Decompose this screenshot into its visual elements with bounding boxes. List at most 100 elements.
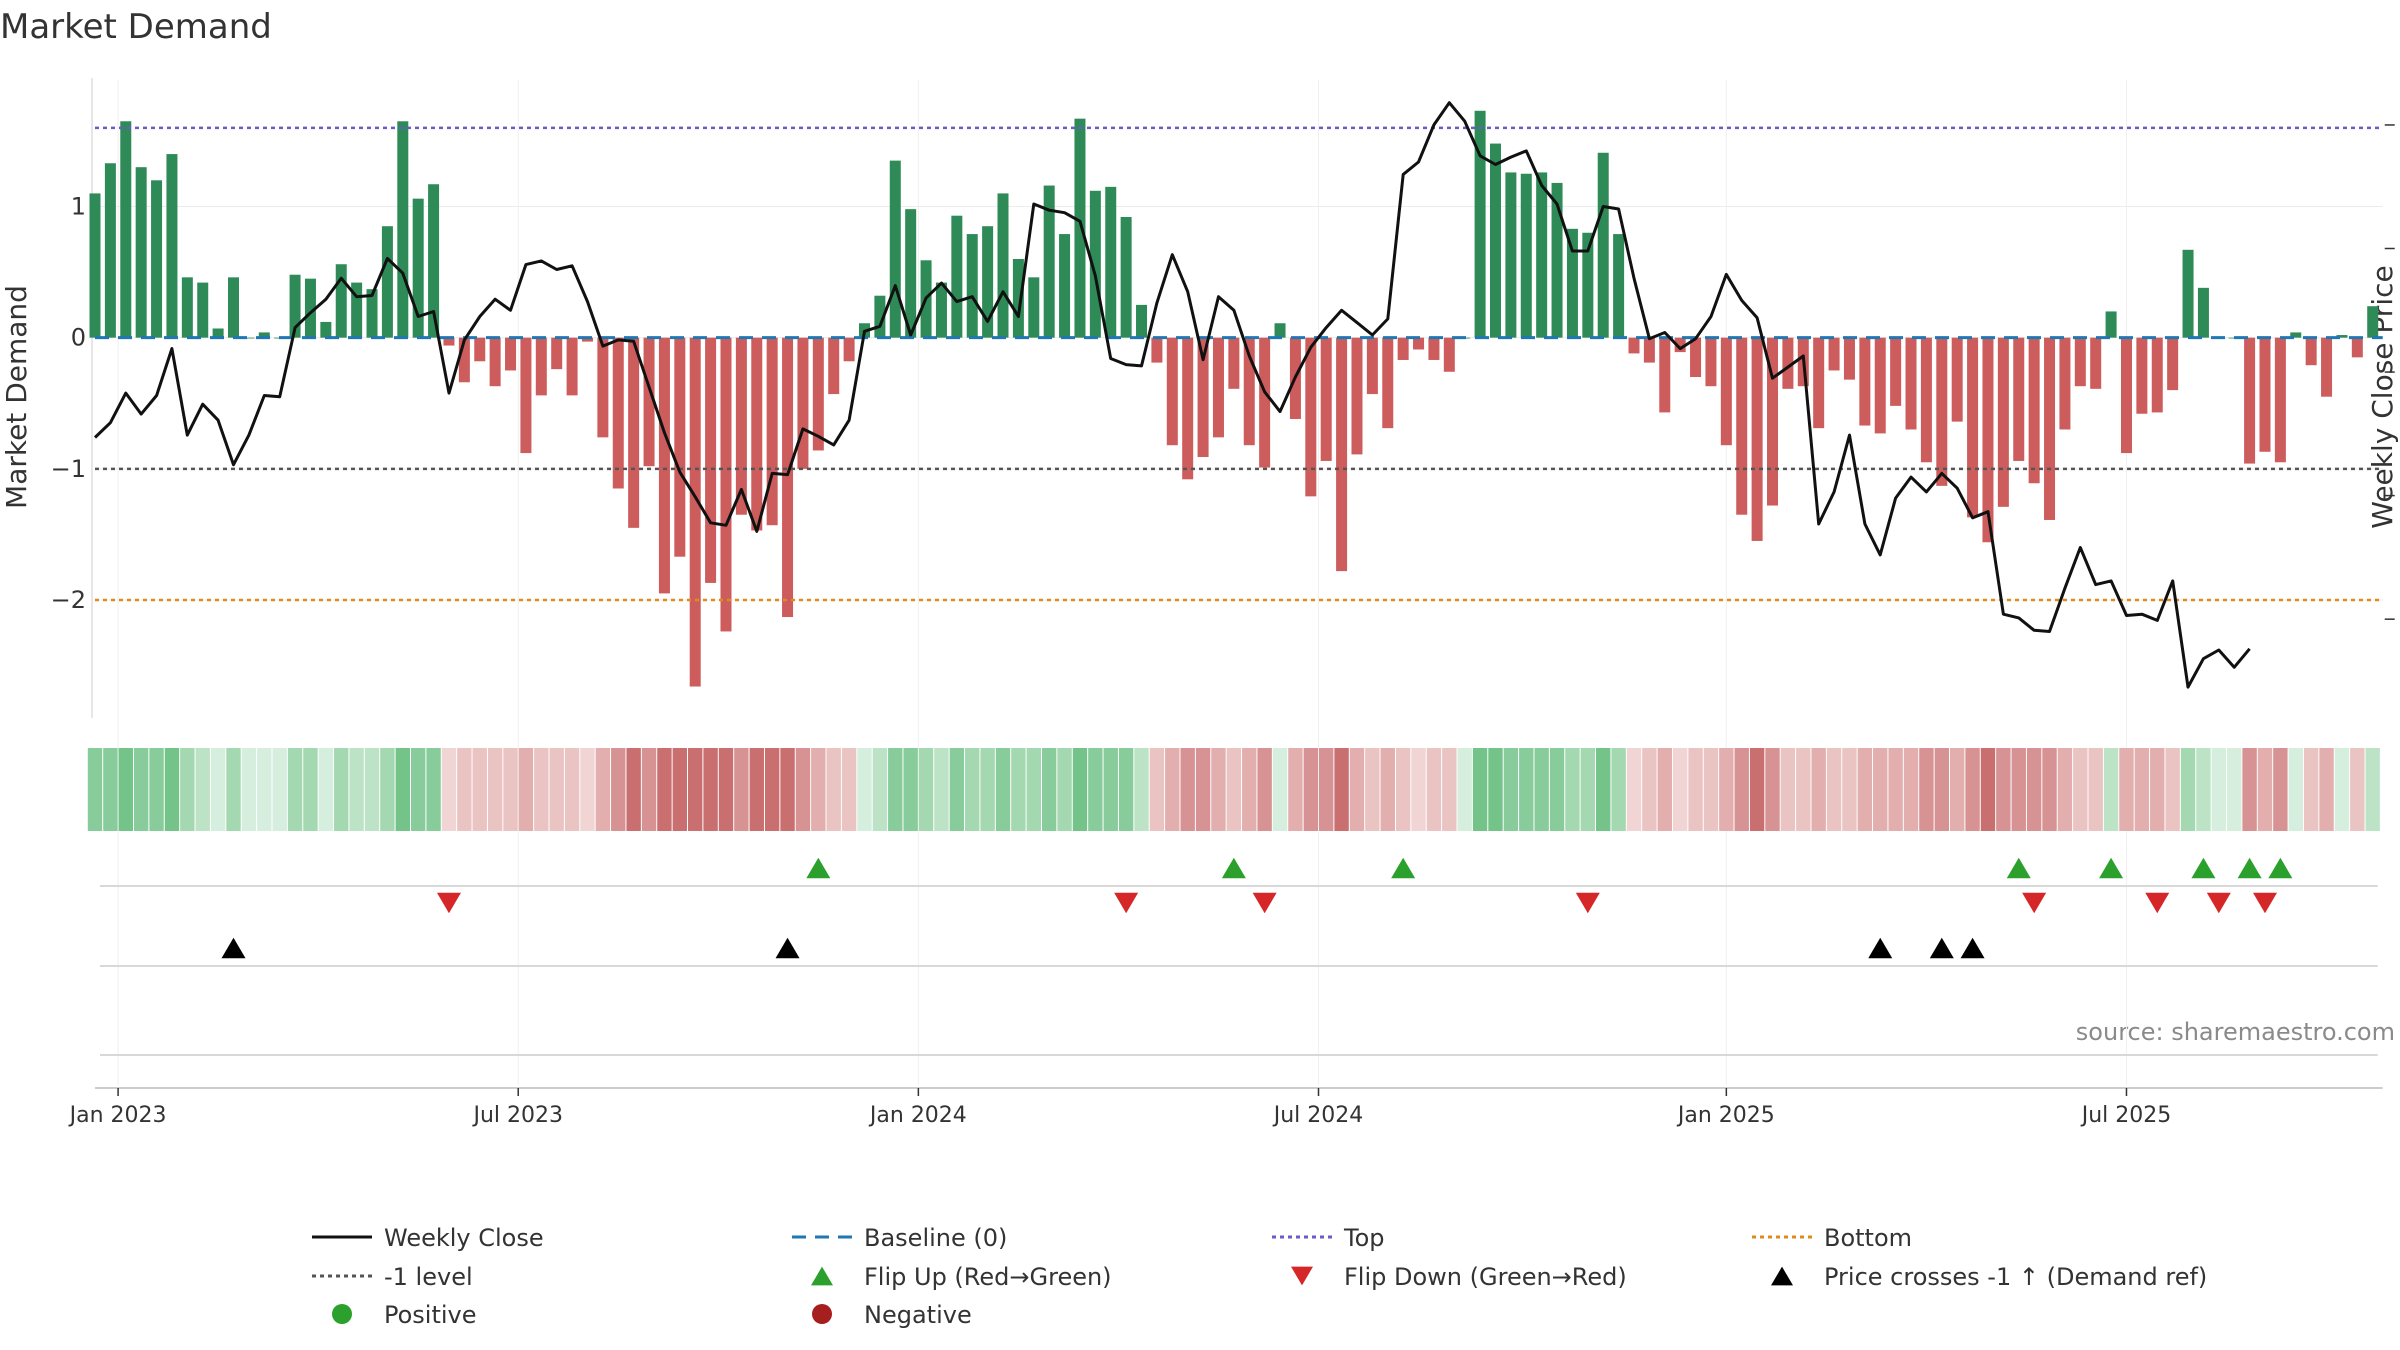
regime-cell (1472, 748, 1488, 831)
regime-cell (1842, 748, 1857, 831)
demand-bar (1182, 337, 1194, 480)
demand-bar (2090, 337, 2102, 389)
regime-cell (287, 748, 303, 831)
regime-cell (1349, 748, 1365, 831)
y-axis-label-left: Market Demand (0, 285, 33, 509)
regime-cell (1719, 748, 1734, 831)
demand-bar (2259, 337, 2271, 452)
regime-cell (2350, 748, 2365, 831)
demand-bar (2244, 337, 2256, 464)
demand-bar (166, 154, 178, 338)
regime-cell (580, 748, 595, 831)
regime-cell (395, 748, 410, 831)
demand-bar (1089, 190, 1101, 338)
regime-cell (2257, 748, 2273, 831)
regime-cell (1334, 748, 1349, 831)
regime-cell (1041, 748, 1057, 831)
legend-item: Flip Down (Green→Red) (1291, 1263, 1627, 1291)
legend: Weekly Close Baseline (0) Top Bottom -1 leve… (312, 1224, 2207, 1329)
demand-bar (1659, 337, 1671, 413)
regime-cell (1426, 748, 1442, 831)
regime-cell (1488, 748, 1503, 831)
demand-bar (2136, 337, 2148, 414)
regime-cell (1826, 748, 1842, 831)
demand-bar (1336, 337, 1348, 572)
legend-item: Top (1272, 1224, 1385, 1252)
regime-cell (303, 748, 318, 831)
regime-cell (2057, 748, 2073, 831)
regime-cell (1303, 748, 1319, 831)
regime-cell (1242, 748, 1257, 831)
demand-bar (1351, 337, 1363, 455)
regime-cell (934, 748, 949, 831)
demand-bar (243, 337, 255, 339)
regime-cell (1365, 748, 1380, 831)
legend-swatch (1291, 1266, 1313, 1286)
regime-cell (180, 748, 195, 831)
legend-label: Flip Down (Green→Red) (1344, 1263, 1627, 1291)
regime-cell (1118, 748, 1134, 831)
regime-cell (2165, 748, 2180, 831)
regime-cell (564, 748, 580, 831)
demand-bar (335, 264, 347, 338)
regime-cell (918, 748, 934, 831)
demand-bar (2274, 337, 2286, 463)
demand-bar (828, 337, 840, 395)
regime-cell (318, 748, 334, 831)
demand-bar (412, 198, 424, 338)
demand-bar (1782, 337, 1794, 389)
legend-item: Negative (812, 1301, 972, 1329)
regime-cell (2073, 748, 2088, 831)
demand-bar (1274, 323, 1286, 338)
regime-cell (2180, 748, 2196, 831)
left-tick-label: 1 (71, 193, 86, 221)
demand-bar (120, 121, 132, 338)
demand-bar (581, 337, 593, 342)
demand-bar (1120, 217, 1132, 338)
flip-down-marker (1252, 892, 1277, 914)
demand-bar (674, 337, 686, 557)
weekly-close-line (93, 101, 2251, 689)
price-cross-marker (775, 937, 800, 959)
demand-bar (535, 337, 547, 396)
x-tick-label: Jul 2025 (2080, 1103, 2172, 1128)
flip-up-marker (2191, 857, 2216, 879)
regime-cell (1596, 748, 1611, 831)
demand-bar (2367, 306, 2379, 338)
regime-cell (1072, 748, 1088, 831)
demand-bar (2336, 335, 2348, 338)
demand-bar (366, 289, 378, 338)
demand-bar (1520, 173, 1532, 338)
regime-cell (811, 748, 826, 831)
regime-cell (1103, 748, 1118, 831)
demand-bar (1674, 337, 1686, 353)
regime-cell (1811, 748, 1826, 831)
regime-cell (826, 748, 841, 831)
regime-cell (364, 748, 380, 831)
regime-cell (195, 748, 210, 831)
flip-up-marker (1391, 857, 1416, 879)
demand-bar (2151, 337, 2163, 413)
price-cross-marker (221, 937, 246, 959)
regime-cell (1180, 748, 1195, 831)
demand-bar (197, 282, 209, 338)
price-cross-marker (1929, 937, 1954, 959)
flip-up-marker (806, 857, 831, 879)
regime-cell (2334, 748, 2350, 831)
regime-cell (841, 748, 857, 831)
demand-bar (1536, 172, 1548, 338)
demand-bar (1859, 337, 1871, 426)
regime-cell (257, 748, 272, 831)
regime-cell (87, 748, 103, 831)
demand-bar (1243, 337, 1255, 446)
regime-cell (1888, 748, 1903, 831)
legend-item: Bottom (1752, 1224, 1912, 1252)
regime-cell (872, 748, 888, 831)
demand-bar (520, 337, 532, 454)
regime-cell (149, 748, 164, 831)
demand-bar (628, 337, 640, 528)
regime-cell (734, 748, 749, 831)
demand-bar (1597, 152, 1609, 338)
demand-bar (489, 337, 501, 387)
demand-bar (843, 337, 855, 362)
